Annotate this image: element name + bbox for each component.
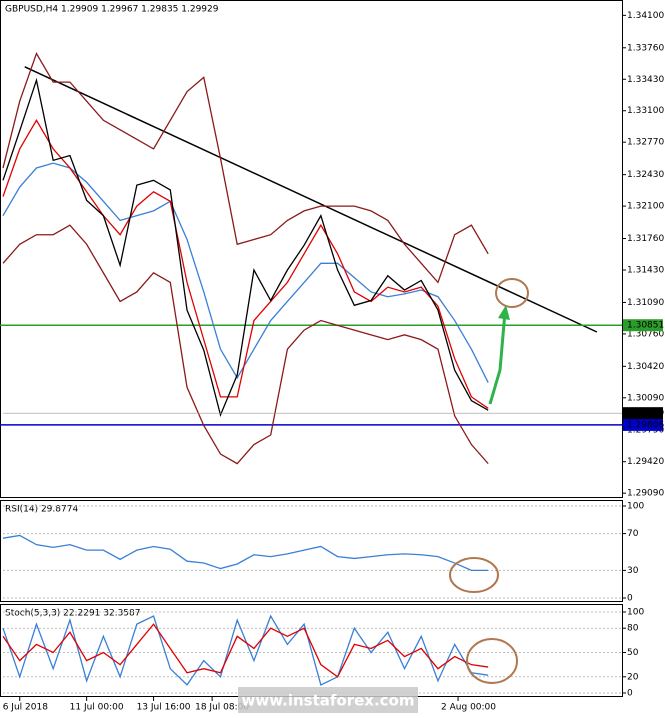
series-line — [2, 534, 489, 572]
y-tick-label: 1.31760 — [627, 234, 664, 244]
y-tick-label: 70 — [627, 529, 639, 539]
last-price-box — [623, 407, 663, 420]
y-tick-label: 1.30420 — [627, 362, 664, 372]
x-tick-label: 6 Jul 2018 — [3, 703, 48, 713]
y-tick-label: 1.32100 — [627, 202, 664, 212]
y-tick-label: 0 — [627, 689, 633, 699]
y-tick-label: 1.29420 — [627, 457, 664, 467]
y-tick-label: 1.33430 — [627, 75, 664, 85]
y-tick-label: 80 — [627, 624, 639, 634]
y-tick-label: 0 — [627, 594, 633, 604]
last-price-label: 1.29929 — [627, 409, 664, 419]
trend-line — [24, 66, 598, 333]
y-tick-label: 1.33760 — [627, 43, 664, 53]
x-tick-label: 11 Jul 00:00 — [70, 703, 124, 713]
y-tick-label: 1.31430 — [627, 266, 664, 276]
forecast-arrow — [488, 311, 507, 405]
watermark-box — [238, 687, 418, 713]
series-line — [2, 162, 489, 383]
panel-title: RSI(14) 29.8774 — [5, 505, 78, 515]
y-tick-label: 100 — [627, 502, 644, 512]
y-tick-label: 100 — [627, 608, 644, 618]
level-label-box — [623, 319, 663, 332]
watermark: www.instaforex.com — [242, 692, 415, 710]
rsi-circle — [449, 557, 499, 593]
x-tick-label: 13 Jul 16:00 — [137, 703, 191, 713]
level-label: 1.29806 — [627, 420, 664, 430]
plot-layer: GBPUSD,H4 1.29909 1.29967 1.29835 1.2992… — [0, 5, 664, 713]
series-line — [2, 51, 489, 284]
level-label: 1.30851 — [627, 321, 664, 331]
y-tick-label: 50 — [627, 648, 639, 658]
y-tick-label: 1.32430 — [627, 170, 664, 180]
level-label-box — [623, 418, 663, 431]
y-tick-label: 30 — [627, 566, 639, 576]
y-tick-label: 1.30090 — [627, 393, 664, 403]
x-tick-label: 18 Jul 08:00 — [195, 703, 249, 713]
y-tick-label: 1.33100 — [627, 106, 664, 116]
target-circle — [495, 278, 529, 308]
x-tick-label: 2 Aug 00:00 — [441, 703, 496, 713]
y-tick-label: 1.31090 — [627, 298, 664, 308]
series-line — [2, 614, 489, 686]
y-tick-label: 1.30760 — [627, 329, 664, 339]
panel-title: GBPUSD,H4 1.29909 1.29967 1.29835 1.2992… — [5, 5, 219, 15]
y-tick-label: 20 — [627, 672, 639, 682]
y-tick-label: 1.34100 — [627, 11, 664, 21]
series-line — [2, 77, 489, 418]
price-panel-frame — [0, 0, 623, 498]
series-line — [2, 623, 489, 678]
series-line — [2, 118, 489, 409]
y-tick-label: 1.29090 — [627, 489, 664, 499]
rsi-panel-frame — [0, 500, 623, 602]
series-line — [2, 224, 489, 465]
stoch-circle — [466, 638, 518, 684]
y-tick-label: 1.32770 — [627, 138, 664, 148]
forecast-arrowhead — [498, 305, 510, 320]
panel-title: Stoch(5,3,3) 22.2291 32.3587 — [5, 609, 140, 619]
